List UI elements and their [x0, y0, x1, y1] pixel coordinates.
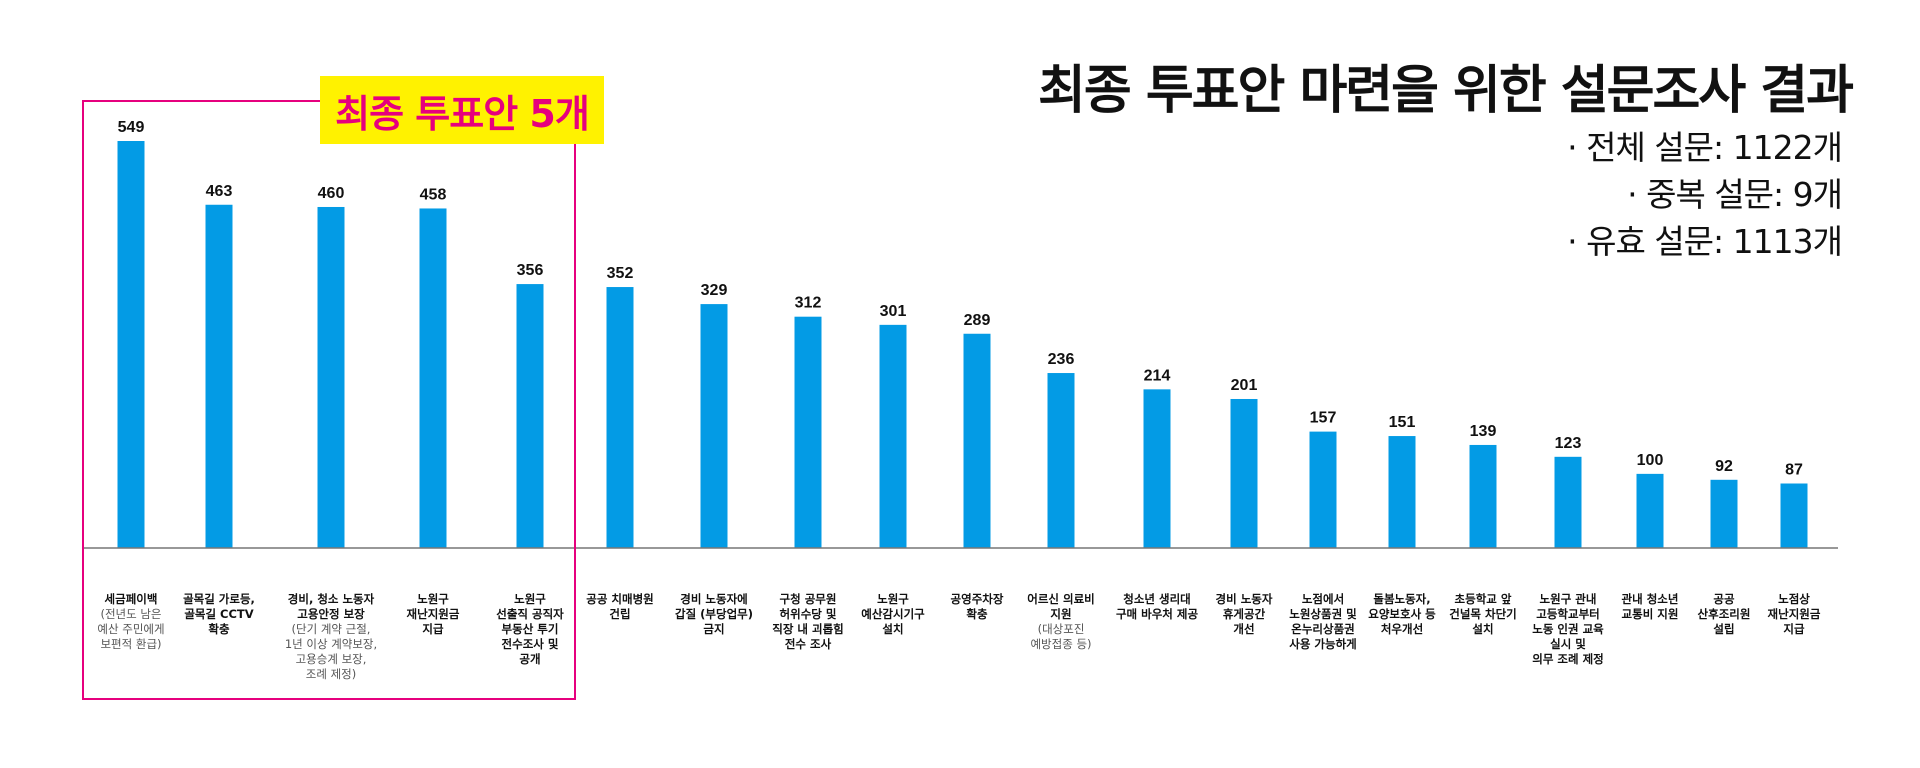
bar-5: [516, 284, 544, 548]
value-label-11: 236: [1048, 351, 1075, 368]
category-name: 초등학교 앞 건널목 차단기 설치: [1449, 592, 1517, 636]
value-label-16: 139: [1470, 423, 1497, 440]
category-name: 노원구 관내 고등학교부터 노동 인권 교육 실시 및 의무 조례 제정: [1532, 592, 1604, 666]
bar-9: [879, 324, 907, 548]
value-label-7: 329: [701, 282, 728, 299]
category-label-12: 청소년 생리대 구매 바우처 제공: [1082, 592, 1232, 622]
category-label-9: 노원구 예산감시기구 설치: [818, 592, 968, 637]
value-label-10: 289: [964, 312, 991, 329]
category-label-3: 경비, 청소 노동자 고용안정 보장 (단기 계약 근절, 1년 이상 계약보장,…: [256, 592, 406, 682]
bar-13: [1230, 398, 1258, 548]
bar-19: [1710, 479, 1738, 548]
category-name: 돌봄노동자, 요양보호사 등 처우개선: [1368, 592, 1436, 636]
category-name: 구청 공무원 허위수당 및 직장 내 괴롭힘 전수 조사: [772, 592, 844, 651]
category-name: 어르신 의료비 지원: [1027, 592, 1095, 621]
bar-8: [794, 316, 822, 548]
bar-20: [1780, 483, 1808, 548]
category-label-10: 공영주차장 확충: [902, 592, 1052, 622]
bar-12: [1143, 389, 1171, 548]
category-name: 세금페이백: [104, 592, 158, 606]
value-label-5: 356: [517, 262, 544, 279]
stat-valid: · 유효 설문: 1113개: [1567, 222, 1843, 261]
category-note: (전년도 남은 예산 주민에게 보편적 환급): [97, 607, 165, 651]
bar-16: [1469, 444, 1497, 548]
value-label-8: 312: [795, 295, 822, 312]
category-label-19: 공공 산후조리원 설립: [1649, 592, 1799, 637]
bar-11: [1047, 373, 1075, 548]
page-title: 최종 투표안 마련을 위한 설문조사 결과: [1038, 61, 1854, 121]
bar-15: [1388, 436, 1416, 548]
category-label-2: 골목길 가로등, 골목길 CCTV 확충: [144, 592, 294, 637]
value-label-2: 463: [206, 183, 233, 200]
bars-group: [117, 141, 1808, 549]
bar-18: [1636, 473, 1664, 548]
category-name: 경비, 청소 노동자 고용안정 보장: [287, 592, 375, 621]
bar-7: [700, 304, 728, 548]
category-name: 경비 노동자에 갑질 (부당업무) 금지: [675, 592, 753, 636]
bar-2: [205, 204, 233, 548]
category-name: 청소년 생리대 구매 바우처 제공: [1115, 592, 1199, 621]
value-label-19: 92: [1715, 458, 1733, 475]
stat-total: · 전체 설문: 1122개: [1567, 128, 1843, 167]
bar-10: [963, 333, 991, 548]
category-label-16: 초등학교 앞 건널목 차단기 설치: [1408, 592, 1558, 637]
category-label-17: 노원구 관내 고등학교부터 노동 인권 교육 실시 및 의무 조례 제정: [1493, 592, 1643, 667]
category-label-7: 경비 노동자에 갑질 (부당업무) 금지: [639, 592, 789, 637]
category-name: 공공 산후조리원 설립: [1697, 592, 1751, 636]
bar-17: [1554, 456, 1582, 548]
value-label-12: 214: [1144, 367, 1171, 384]
category-label-6: 공공 치매병원 건립: [545, 592, 695, 622]
bar-14: [1309, 431, 1337, 548]
value-label-9: 301: [880, 303, 907, 320]
category-name: 공공 치매병원 건립: [586, 592, 654, 621]
value-label-15: 151: [1389, 414, 1416, 431]
category-name: 공영주차장 확충: [950, 592, 1004, 621]
category-note: (대상포진 예방접종 등): [1030, 622, 1092, 651]
top5-badge: 최종 투표안 5개: [320, 76, 604, 144]
stat-duplicate: · 중복 설문: 9개: [1627, 175, 1843, 214]
category-name: 노원구 예산감시기구 설치: [861, 592, 925, 636]
category-label-14: 노점에서 노원상품권 및 온누리상품권 사용 가능하게: [1248, 592, 1398, 652]
category-label-13: 경비 노동자 휴게공간 개선: [1169, 592, 1319, 637]
category-label-5: 노원구 선출직 공직자 부동산 투기 전수조사 및 공개: [455, 592, 605, 667]
value-label-20: 87: [1785, 462, 1803, 479]
survey-stats: · 전체 설문: 1122개 · 중복 설문: 9개 · 유효 설문: 1113…: [1567, 124, 1843, 265]
category-name: 노점상 재난지원금 지급: [1767, 592, 1821, 636]
category-label-15: 돌봄노동자, 요양보호사 등 처우개선: [1327, 592, 1477, 637]
value-label-14: 157: [1310, 410, 1337, 427]
category-label-1: 세금페이백 (전년도 남은 예산 주민에게 보편적 환급): [56, 592, 206, 652]
category-name: 노점에서 노원상품권 및 온누리상품권 사용 가능하게: [1289, 592, 1357, 651]
category-name: 경비 노동자 휴게공간 개선: [1215, 592, 1273, 636]
bar-3: [317, 206, 345, 548]
value-label-3: 460: [318, 185, 345, 202]
value-label-1: 549: [118, 119, 145, 136]
value-label-17: 123: [1555, 435, 1582, 452]
category-label-4: 노원구 재난지원금 지급: [358, 592, 508, 637]
category-label-18: 관내 청소년 교통비 지원: [1575, 592, 1725, 622]
bar-4: [419, 208, 447, 549]
category-name: 노원구 선출직 공직자 부동산 투기 전수조사 및 공개: [496, 592, 564, 666]
value-label-4: 458: [420, 186, 447, 203]
category-name: 골목길 가로등, 골목길 CCTV 확충: [183, 592, 255, 636]
category-note: (단기 계약 근절, 1년 이상 계약보장, 고용승계 보장, 조례 제정): [284, 622, 378, 681]
value-labels-group: 549 463 460 458 356 352 329 312 301 289 236 214 201 1…: [118, 119, 1803, 479]
bar-1: [117, 141, 145, 548]
category-name: 노원구 재난지원금 지급: [406, 592, 460, 636]
category-label-11: 어르신 의료비 지원 (대상포진 예방접종 등): [986, 592, 1136, 652]
value-label-13: 201: [1231, 377, 1258, 394]
category-label-8: 구청 공무원 허위수당 및 직장 내 괴롭힘 전수 조사: [733, 592, 883, 652]
category-name: 관내 청소년 교통비 지원: [1621, 592, 1679, 621]
value-label-18: 100: [1637, 452, 1664, 469]
category-label-20: 노점상 재난지원금 지급: [1719, 592, 1869, 637]
value-label-6: 352: [607, 265, 634, 282]
bar-6: [606, 287, 634, 548]
